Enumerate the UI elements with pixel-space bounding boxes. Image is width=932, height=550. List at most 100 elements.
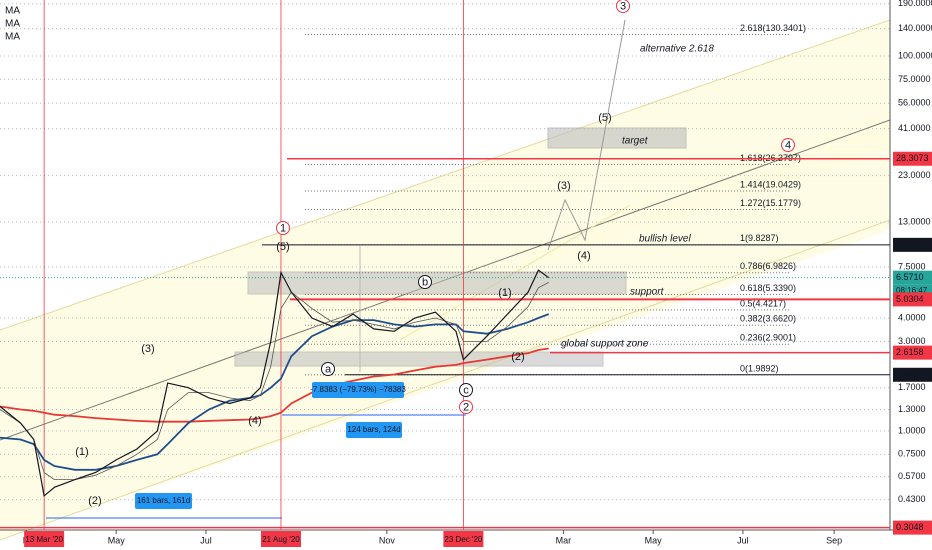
target-box (547, 127, 687, 149)
fib-label: 0.236(2.9001) (740, 333, 796, 343)
wave-label: 1 (280, 222, 286, 234)
wave-label: (2) (88, 495, 101, 507)
price-label: 0.3048 (896, 522, 924, 532)
wave-label: (1) (498, 287, 511, 299)
price-label-box (893, 151, 932, 166)
wave-label: a (325, 363, 332, 375)
y-tick-label: 190.0000 (898, 0, 932, 8)
y-tick-label: 41.0000 (898, 123, 931, 133)
date-label: 13 Mar '20 (25, 535, 63, 544)
y-tick-label: 0.5700 (898, 471, 926, 481)
annotation: support (630, 287, 665, 298)
resistance-box (247, 271, 627, 295)
wave-label: 2 (463, 401, 469, 413)
fib-label: 0(1.9892) (740, 363, 779, 373)
wave-label: (5) (276, 241, 289, 253)
x-tick-label: Mar (556, 535, 572, 545)
x-tick-label: May (108, 535, 126, 545)
wave-label: b (422, 276, 428, 288)
wave-label: (4) (248, 415, 261, 427)
legend-label: MA (5, 6, 20, 17)
y-tick-label: 140.0000 (898, 23, 932, 33)
price-label-box (893, 292, 932, 307)
annotation: target (622, 136, 649, 147)
wave-label: (3) (141, 343, 154, 355)
measure-box (135, 493, 192, 509)
y-tick-label: 3.0000 (898, 336, 926, 346)
channel (0, 20, 890, 440)
wave-label: (3) (557, 180, 570, 192)
fib-label: 0.786(6.9826) (740, 261, 796, 271)
wave-circle (781, 138, 795, 152)
wave-label: 4 (785, 139, 791, 151)
date-label: 21 Aug '20 (262, 535, 300, 544)
y-tick-label: 13.0000 (898, 216, 931, 226)
fib-label: 1.618(26.3797) (740, 153, 801, 163)
wave-label: c (463, 384, 469, 396)
measure-box (312, 382, 404, 398)
date-label: 23 Dec '20 (444, 535, 483, 544)
x-tick-label: Nov (379, 535, 396, 545)
legend-label: MA (5, 32, 20, 43)
wave-circle (459, 400, 473, 414)
x-tick-label: Sep (826, 535, 842, 545)
fib-label: 0.382(3.6620) (740, 314, 796, 324)
y-tick-label: 0.4300 (898, 494, 926, 504)
price-label: 5.0304 (896, 294, 924, 304)
wave-circle (616, 0, 630, 13)
fib-label: 0.5(4.4217) (740, 298, 786, 308)
wave-label: (5) (598, 112, 611, 124)
y-tick-label: 1.0000 (898, 425, 926, 435)
x-tick-label: Jul (737, 535, 749, 545)
wave-label: (1) (75, 446, 88, 458)
measure-box (346, 422, 402, 438)
ma-line (0, 282, 549, 480)
measure-label: 124 bars, 124d (347, 425, 400, 434)
price-label-box (893, 520, 932, 535)
y-tick-label: 56.0000 (898, 98, 931, 108)
wave-label: (2) (511, 351, 524, 363)
fib-label: 1.272(15.1779) (740, 198, 801, 208)
y-tick-label: 1.3000 (898, 404, 926, 414)
wave-circle (276, 221, 290, 235)
y-tick-label: 0.7500 (898, 449, 926, 459)
date-label-box (24, 531, 65, 547)
fib-label: 0.618(5.3390) (740, 283, 796, 293)
x-tick-label: Jul (200, 535, 212, 545)
wave-label: (4) (577, 250, 590, 262)
annotation: global support zone (561, 339, 649, 350)
channel-line (0, 219, 891, 541)
x-tick-label: May (645, 535, 663, 545)
y-tick-label: 4.0000 (898, 312, 926, 322)
price-label: 9.8311 (896, 239, 923, 249)
countdown: 08:16:47 (896, 286, 928, 295)
y-tick-label: 75.0000 (898, 74, 931, 84)
ma-line (0, 347, 549, 423)
annotation: bullish level (639, 234, 691, 245)
date-label-box (443, 531, 484, 547)
ma-line (0, 313, 550, 471)
wave-circle (321, 362, 335, 376)
y-tick-label: 100.0000 (898, 50, 932, 60)
price-line-series (0, 269, 550, 498)
price-label-box (893, 237, 932, 252)
measure-label: -7.8383 (−79.73%) −78383 (310, 385, 406, 394)
channel-line (0, 19, 891, 331)
price-label: 2.6158 (896, 347, 924, 357)
y-tick-label: 1.7000 (898, 382, 926, 392)
annotation: alternative 2.618 (640, 44, 714, 55)
legend-label: MA (5, 19, 20, 30)
fib-label: 1(9.8287) (740, 233, 779, 243)
wave-circle (418, 275, 432, 289)
measure-label: 161 bars, 161d (137, 496, 190, 505)
wave-label: 3 (620, 0, 626, 12)
price-label-box (893, 367, 932, 382)
y-tick-label: 7.5000 (898, 261, 926, 271)
wave-circle (459, 383, 473, 397)
price-label-box (893, 270, 932, 285)
date-label-box (260, 531, 301, 547)
price-label-box (893, 345, 932, 360)
price-label: 28.3073 (896, 153, 929, 163)
fib-label: 1.414(19.0429) (740, 179, 801, 189)
